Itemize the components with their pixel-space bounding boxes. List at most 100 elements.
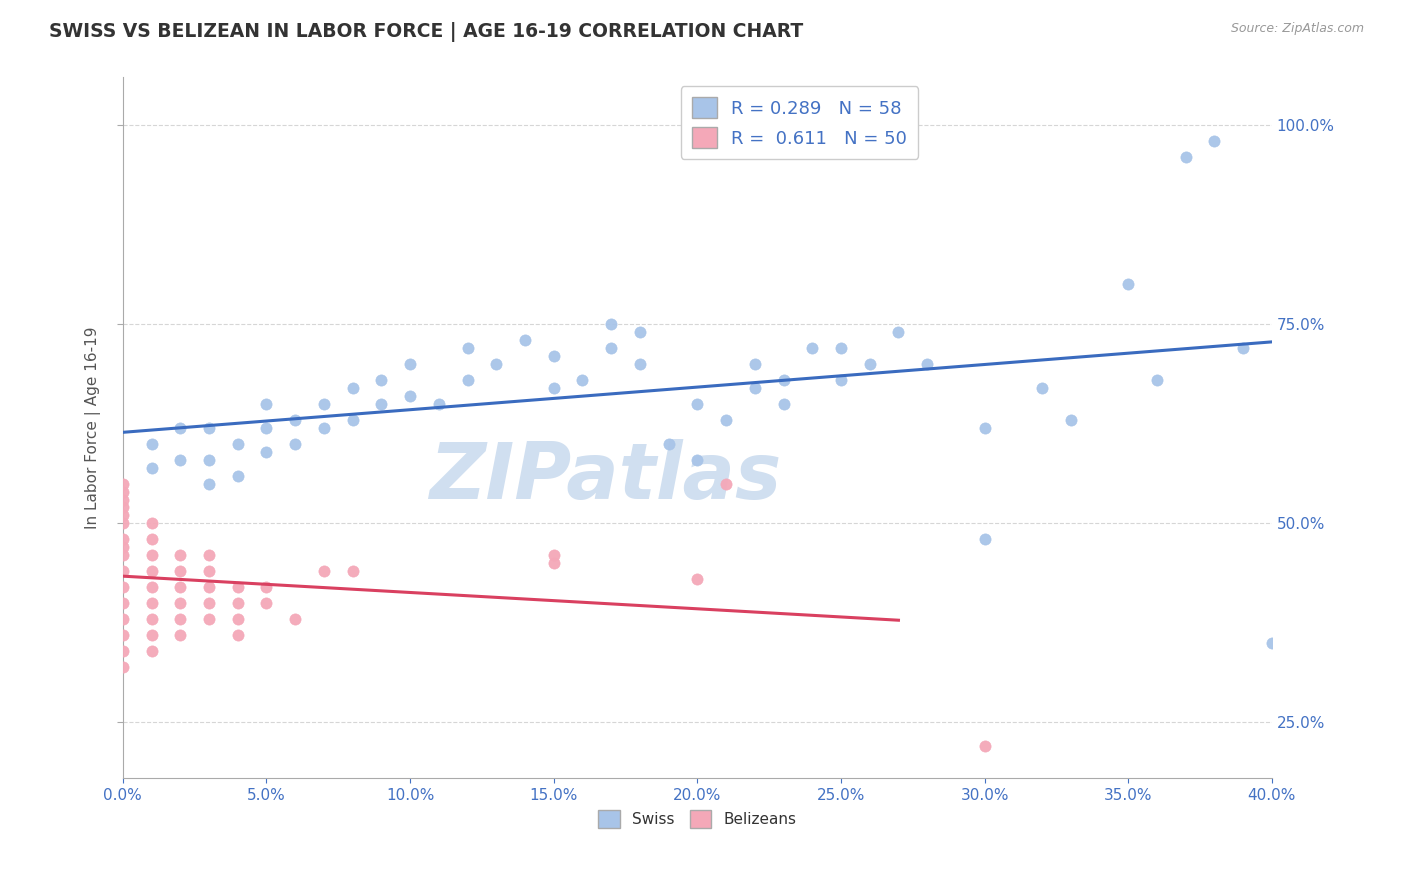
- Point: [772, 397, 794, 411]
- Point: [312, 397, 335, 411]
- Point: [513, 333, 536, 347]
- Point: [714, 476, 737, 491]
- Point: [111, 508, 134, 523]
- Point: [256, 580, 278, 594]
- Point: [628, 357, 651, 371]
- Point: [198, 421, 221, 435]
- Point: [141, 596, 163, 610]
- Point: [543, 349, 565, 363]
- Point: [1116, 277, 1139, 292]
- Text: ZIPatlas: ZIPatlas: [429, 439, 782, 515]
- Point: [226, 436, 249, 450]
- Point: [543, 548, 565, 562]
- Point: [111, 476, 134, 491]
- Point: [973, 421, 995, 435]
- Point: [111, 541, 134, 555]
- Point: [111, 492, 134, 507]
- Point: [830, 341, 852, 355]
- Point: [169, 612, 191, 626]
- Point: [686, 452, 709, 467]
- Point: [226, 580, 249, 594]
- Point: [169, 628, 191, 642]
- Point: [399, 389, 422, 403]
- Point: [485, 357, 508, 371]
- Point: [628, 326, 651, 340]
- Point: [600, 341, 623, 355]
- Point: [198, 612, 221, 626]
- Point: [169, 596, 191, 610]
- Point: [1146, 373, 1168, 387]
- Point: [198, 452, 221, 467]
- Point: [226, 468, 249, 483]
- Point: [543, 381, 565, 395]
- Point: [111, 628, 134, 642]
- Point: [198, 564, 221, 578]
- Point: [111, 612, 134, 626]
- Point: [543, 556, 565, 570]
- Point: [141, 436, 163, 450]
- Point: [1031, 381, 1053, 395]
- Point: [111, 548, 134, 562]
- Point: [111, 533, 134, 547]
- Point: [342, 381, 364, 395]
- Point: [1174, 150, 1197, 164]
- Point: [859, 357, 882, 371]
- Point: [457, 373, 479, 387]
- Point: [141, 516, 163, 531]
- Point: [198, 548, 221, 562]
- Point: [169, 548, 191, 562]
- Point: [256, 397, 278, 411]
- Point: [169, 580, 191, 594]
- Point: [256, 596, 278, 610]
- Point: [915, 357, 938, 371]
- Point: [141, 533, 163, 547]
- Point: [111, 484, 134, 499]
- Y-axis label: In Labor Force | Age 16-19: In Labor Force | Age 16-19: [86, 326, 101, 529]
- Point: [169, 421, 191, 435]
- Point: [198, 596, 221, 610]
- Point: [111, 500, 134, 515]
- Point: [111, 564, 134, 578]
- Point: [111, 644, 134, 658]
- Point: [887, 326, 910, 340]
- Point: [256, 444, 278, 458]
- Point: [284, 612, 307, 626]
- Point: [169, 452, 191, 467]
- Point: [399, 357, 422, 371]
- Point: [141, 460, 163, 475]
- Point: [1204, 134, 1226, 148]
- Point: [198, 476, 221, 491]
- Legend: Swiss, Belizeans: Swiss, Belizeans: [592, 804, 803, 834]
- Point: [801, 341, 824, 355]
- Point: [312, 564, 335, 578]
- Point: [571, 373, 593, 387]
- Point: [830, 373, 852, 387]
- Point: [169, 564, 191, 578]
- Point: [111, 659, 134, 673]
- Point: [772, 373, 794, 387]
- Point: [284, 413, 307, 427]
- Point: [744, 381, 766, 395]
- Point: [284, 436, 307, 450]
- Point: [1060, 413, 1083, 427]
- Point: [111, 596, 134, 610]
- Point: [141, 644, 163, 658]
- Point: [141, 564, 163, 578]
- Point: [342, 413, 364, 427]
- Point: [141, 548, 163, 562]
- Point: [973, 533, 995, 547]
- Point: [256, 421, 278, 435]
- Point: [686, 397, 709, 411]
- Point: [226, 628, 249, 642]
- Text: SWISS VS BELIZEAN IN LABOR FORCE | AGE 16-19 CORRELATION CHART: SWISS VS BELIZEAN IN LABOR FORCE | AGE 1…: [49, 22, 803, 42]
- Point: [370, 373, 392, 387]
- Point: [198, 580, 221, 594]
- Point: [457, 341, 479, 355]
- Point: [744, 357, 766, 371]
- Point: [370, 397, 392, 411]
- Point: [686, 572, 709, 586]
- Text: Source: ZipAtlas.com: Source: ZipAtlas.com: [1230, 22, 1364, 36]
- Point: [973, 739, 995, 754]
- Point: [226, 612, 249, 626]
- Point: [1232, 341, 1254, 355]
